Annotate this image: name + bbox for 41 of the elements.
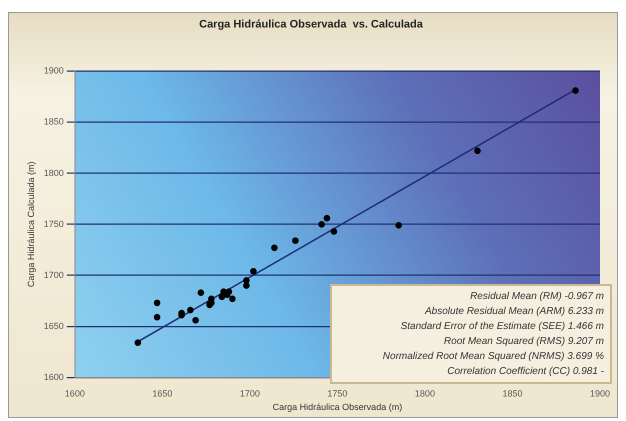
- y-tick-label: 1600: [44, 372, 64, 382]
- annotation: Normalized Root Mean Squared (NRMS) 3.699 %: [382, 350, 604, 364]
- annotation: Root Mean Squared (RMS) 9.207 m: [442, 335, 604, 349]
- chart-title: Carga Hidráulica Observada vs. Calculada: [199, 18, 424, 31]
- y-tick-label: 1850: [44, 116, 64, 127]
- point: [243, 282, 250, 289]
- point: [330, 228, 338, 235]
- y-axis-title: Carga Hidráulica Calculada (m): [26, 162, 36, 288]
- x-tick-label: 1600: [64, 388, 85, 398]
- point: [154, 300, 160, 306]
- x-tick-label: 1850: [502, 388, 522, 398]
- y-tick-label: 1900: [44, 66, 64, 76]
- point: [187, 306, 194, 314]
- point: [198, 289, 204, 296]
- point: [271, 244, 278, 252]
- point: [292, 237, 299, 244]
- annotation: Correlation Coefficient (CC) 0.981 -: [446, 365, 604, 379]
- y-tick-label: 1750: [44, 218, 64, 229]
- point: [318, 221, 325, 228]
- point: [324, 214, 330, 222]
- point: [192, 316, 199, 324]
- y-tick-label: 1800: [44, 168, 64, 178]
- x-axis-title: Carga Hidráulica Observada (m): [272, 402, 402, 412]
- x-tick-label: 1700: [240, 388, 260, 398]
- point: [250, 268, 257, 275]
- x-tick-label: 1750: [327, 388, 348, 398]
- x-tick-label: 1650: [152, 388, 172, 398]
- point: [229, 296, 236, 302]
- annotation: Standard Error of the Estimate (SEE) 1.466 m: [400, 320, 604, 334]
- point: [154, 314, 160, 320]
- x-tick-label: 1900: [590, 388, 610, 398]
- annotation: Residual Mean (RM) -0.967 m: [469, 290, 604, 304]
- point: [134, 339, 142, 346]
- point: [572, 87, 579, 94]
- annotation: Absolute Residual Mean (ARM) 6.233 m: [424, 305, 604, 319]
- y-tick-label: 1650: [44, 320, 64, 331]
- point: [226, 288, 232, 295]
- x-tick-label: 1800: [414, 388, 435, 398]
- point: [474, 148, 481, 154]
- y-tick-label: 1700: [44, 270, 64, 280]
- point: [395, 222, 402, 229]
